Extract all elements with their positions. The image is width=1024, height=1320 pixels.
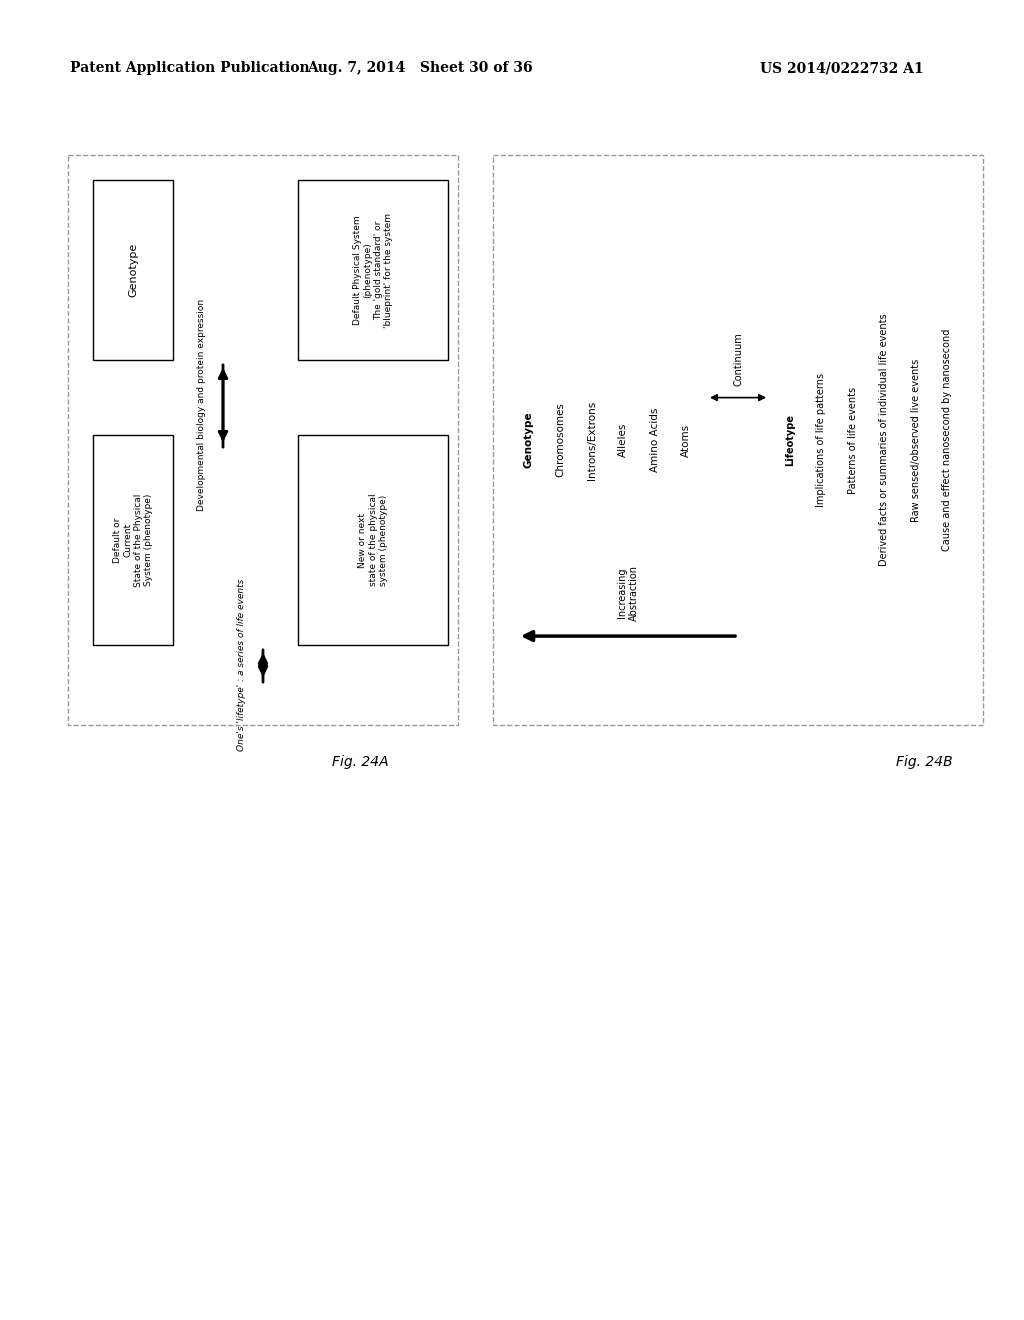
Text: Chromosomes: Chromosomes (555, 403, 565, 478)
Text: Patterns of life events: Patterns of life events (848, 387, 858, 494)
Text: Developmental biology and protein expression: Developmental biology and protein expres… (197, 298, 206, 511)
Text: Increasing
Abstraction: Increasing Abstraction (617, 565, 639, 622)
Text: Raw sensed/observed live events: Raw sensed/observed live events (910, 358, 921, 521)
Text: Fig. 24A: Fig. 24A (332, 755, 389, 770)
Text: Genotype: Genotype (523, 412, 534, 469)
Bar (93, 180, 173, 360)
Text: Alleles: Alleles (618, 422, 629, 457)
Text: Continuum: Continuum (733, 331, 743, 385)
Text: Genotype: Genotype (128, 243, 138, 297)
Bar (493, 154, 983, 725)
Text: Lifeotype: Lifeotype (784, 414, 795, 466)
Text: Default Physical System
(phenotype)
The 'gold standard' or
'blueprint' for the s: Default Physical System (phenotype) The … (353, 213, 393, 327)
Text: One's 'lifetype' : a series of life events: One's 'lifetype' : a series of life even… (237, 578, 246, 751)
Bar (93, 436, 173, 645)
Bar (68, 154, 458, 725)
Text: US 2014/0222732 A1: US 2014/0222732 A1 (760, 61, 924, 75)
Bar (298, 180, 449, 360)
Text: Aug. 7, 2014   Sheet 30 of 36: Aug. 7, 2014 Sheet 30 of 36 (307, 61, 532, 75)
Text: New or next
state of the physical
system (phenotype): New or next state of the physical system… (358, 494, 388, 586)
Text: Derived facts or summaries of individual life events: Derived facts or summaries of individual… (880, 314, 889, 566)
Bar (298, 436, 449, 645)
Text: Amino Acids: Amino Acids (650, 408, 659, 473)
Text: Default or
Current
State of the Physical
System (phenotype): Default or Current State of the Physical… (113, 494, 154, 586)
Text: Implications of life patterns: Implications of life patterns (816, 374, 826, 507)
Text: Introns/Extrons: Introns/Extrons (587, 400, 597, 479)
Text: Cause and effect nanosecond by nanosecond: Cause and effect nanosecond by nanosecon… (942, 329, 952, 552)
Text: Patent Application Publication: Patent Application Publication (70, 61, 309, 75)
Text: Atoms: Atoms (681, 424, 691, 457)
Text: Fig. 24B: Fig. 24B (896, 755, 952, 770)
